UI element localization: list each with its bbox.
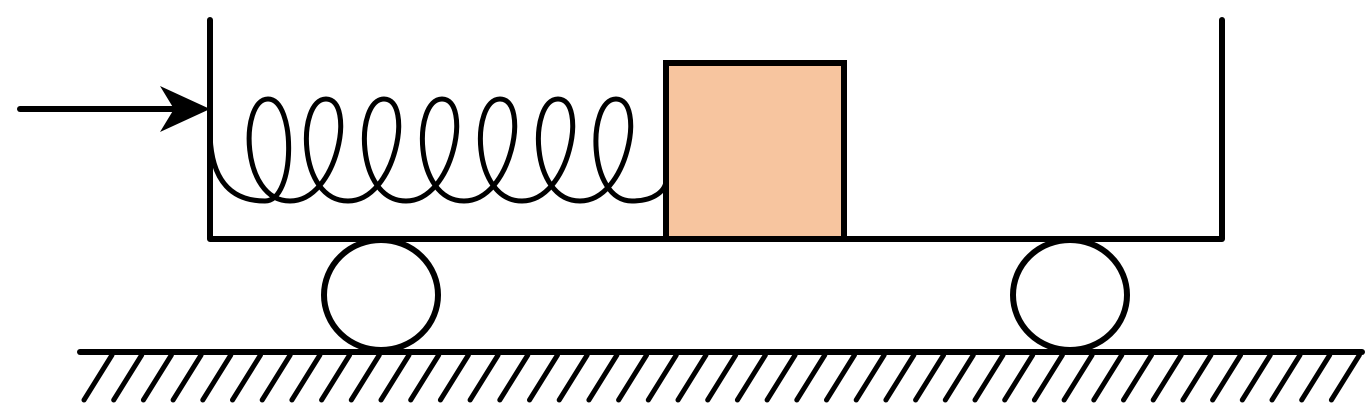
hatch-line <box>797 355 825 400</box>
hatch-line <box>173 355 201 400</box>
hatch-line <box>1213 355 1241 400</box>
hatch-line <box>737 355 765 400</box>
hatch-line <box>1064 355 1092 400</box>
hatch-line <box>589 355 617 400</box>
push-force-arrow <box>20 86 210 132</box>
hatch-line <box>322 355 350 400</box>
hatch-line <box>975 355 1003 400</box>
block <box>666 63 844 239</box>
hatch-line <box>381 355 409 400</box>
hatch-line <box>84 355 112 400</box>
hatch-line <box>945 355 973 400</box>
hatch-line <box>1331 355 1359 400</box>
hatch-line <box>143 355 171 400</box>
hatch-line <box>1242 355 1270 400</box>
hatch-line <box>440 355 468 400</box>
hatch-line <box>114 355 142 400</box>
hatch-line <box>678 355 706 400</box>
hatch-line <box>856 355 884 400</box>
hatch-line <box>1183 355 1211 400</box>
hatch-line <box>530 355 558 400</box>
hatch-line <box>1094 355 1122 400</box>
hatch-line <box>203 355 231 400</box>
hatch-line <box>886 355 914 400</box>
hatch-line <box>292 355 320 400</box>
hatch-line <box>351 355 379 400</box>
hatch-line <box>827 355 855 400</box>
hatch-line <box>411 355 439 400</box>
hatch-line <box>1272 355 1300 400</box>
hatch-line <box>500 355 528 400</box>
rear-wheel <box>1013 240 1127 350</box>
hatch-line <box>767 355 795 400</box>
hatch-line <box>1153 355 1181 400</box>
ground-surface <box>80 352 1362 400</box>
hatch-line <box>559 355 587 400</box>
front-wheel <box>324 240 438 350</box>
hatch-line <box>1302 355 1330 400</box>
hatch-line <box>262 355 290 400</box>
hatch-line <box>1034 355 1062 400</box>
hatch-line <box>648 355 676 400</box>
hatch-line <box>1124 355 1152 400</box>
hatch-line <box>1005 355 1033 400</box>
hatch-line <box>916 355 944 400</box>
hatch-line <box>470 355 498 400</box>
hatch-line <box>233 355 261 400</box>
coil-spring <box>210 99 666 201</box>
ground-hatching <box>84 355 1359 400</box>
hatch-line <box>708 355 736 400</box>
hatch-line <box>619 355 647 400</box>
